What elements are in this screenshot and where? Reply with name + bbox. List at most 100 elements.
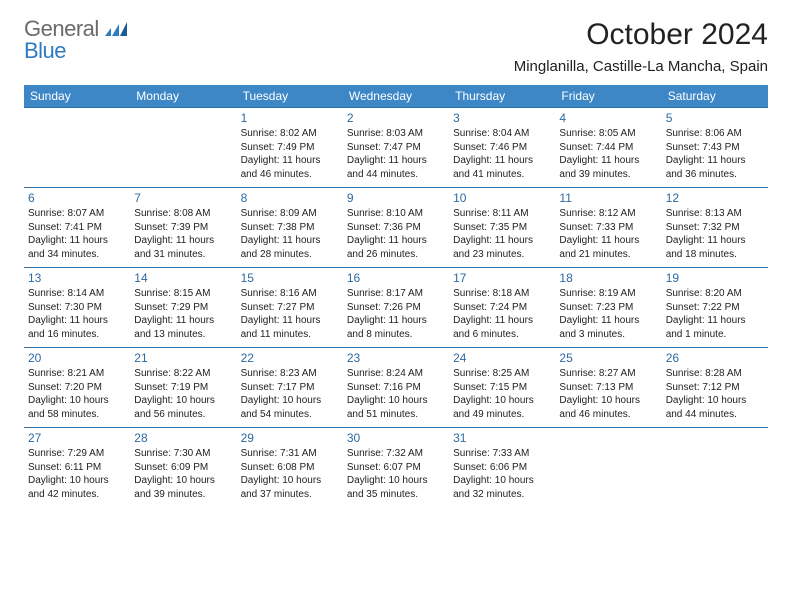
sunrise-text: Sunrise: 8:07 AM: [28, 207, 126, 221]
day-number: 1: [241, 111, 339, 125]
daylight-text: Daylight: 11 hours and 28 minutes.: [241, 234, 339, 261]
sunrise-text: Sunrise: 7:32 AM: [347, 447, 445, 461]
day-info: Sunrise: 8:05 AMSunset: 7:44 PMDaylight:…: [559, 127, 657, 181]
day-cell: [130, 108, 236, 188]
day-info: Sunrise: 8:20 AMSunset: 7:22 PMDaylight:…: [666, 287, 764, 341]
sunrise-text: Sunrise: 8:14 AM: [28, 287, 126, 301]
sunrise-text: Sunrise: 8:16 AM: [241, 287, 339, 301]
day-number: 3: [453, 111, 551, 125]
day-number: 29: [241, 431, 339, 445]
sunset-text: Sunset: 7:33 PM: [559, 221, 657, 235]
daylight-text: Daylight: 10 hours and 32 minutes.: [453, 474, 551, 501]
sunset-text: Sunset: 7:23 PM: [559, 301, 657, 315]
day-info: Sunrise: 8:08 AMSunset: 7:39 PMDaylight:…: [134, 207, 232, 261]
sunset-text: Sunset: 7:19 PM: [134, 381, 232, 395]
dow-fri: Friday: [555, 85, 661, 108]
sunset-text: Sunset: 7:47 PM: [347, 141, 445, 155]
day-info: Sunrise: 8:13 AMSunset: 7:32 PMDaylight:…: [666, 207, 764, 261]
header: General Blue October 2024 Minglanilla, C…: [24, 18, 768, 81]
daylight-text: Daylight: 11 hours and 26 minutes.: [347, 234, 445, 261]
sunrise-text: Sunrise: 8:18 AM: [453, 287, 551, 301]
sunset-text: Sunset: 7:44 PM: [559, 141, 657, 155]
day-info: Sunrise: 8:23 AMSunset: 7:17 PMDaylight:…: [241, 367, 339, 421]
sunrise-text: Sunrise: 8:27 AM: [559, 367, 657, 381]
day-info: Sunrise: 8:11 AMSunset: 7:35 PMDaylight:…: [453, 207, 551, 261]
day-cell: 12Sunrise: 8:13 AMSunset: 7:32 PMDayligh…: [662, 188, 768, 268]
sunset-text: Sunset: 7:32 PM: [666, 221, 764, 235]
day-info: Sunrise: 8:07 AMSunset: 7:41 PMDaylight:…: [28, 207, 126, 261]
day-cell: 13Sunrise: 8:14 AMSunset: 7:30 PMDayligh…: [24, 268, 130, 348]
day-cell: 9Sunrise: 8:10 AMSunset: 7:36 PMDaylight…: [343, 188, 449, 268]
sunset-text: Sunset: 7:41 PM: [28, 221, 126, 235]
day-cell: 3Sunrise: 8:04 AMSunset: 7:46 PMDaylight…: [449, 108, 555, 188]
day-number: 19: [666, 271, 764, 285]
week-row: 13Sunrise: 8:14 AMSunset: 7:30 PMDayligh…: [24, 268, 768, 348]
sunset-text: Sunset: 7:13 PM: [559, 381, 657, 395]
day-number: 25: [559, 351, 657, 365]
day-cell: 29Sunrise: 7:31 AMSunset: 6:08 PMDayligh…: [237, 428, 343, 508]
day-number: 28: [134, 431, 232, 445]
sunrise-text: Sunrise: 7:31 AM: [241, 447, 339, 461]
daylight-text: Daylight: 10 hours and 46 minutes.: [559, 394, 657, 421]
sunrise-text: Sunrise: 8:09 AM: [241, 207, 339, 221]
daylight-text: Daylight: 10 hours and 54 minutes.: [241, 394, 339, 421]
day-info: Sunrise: 8:16 AMSunset: 7:27 PMDaylight:…: [241, 287, 339, 341]
day-number: 15: [241, 271, 339, 285]
sunrise-text: Sunrise: 8:15 AM: [134, 287, 232, 301]
logo: General Blue: [24, 18, 127, 62]
day-cell: 6 Sunrise: 8:07 AMSunset: 7:41 PMDaylight…: [24, 188, 130, 268]
daylight-text: Daylight: 11 hours and 18 minutes.: [666, 234, 764, 261]
day-number: 6: [28, 191, 126, 205]
day-info: Sunrise: 8:21 AMSunset: 7:20 PMDaylight:…: [28, 367, 126, 421]
day-number: 8: [241, 191, 339, 205]
sunrise-text: Sunrise: 8:03 AM: [347, 127, 445, 141]
sunrise-text: Sunrise: 8:20 AM: [666, 287, 764, 301]
sunrise-text: Sunrise: 8:12 AM: [559, 207, 657, 221]
day-info: Sunrise: 8:17 AMSunset: 7:26 PMDaylight:…: [347, 287, 445, 341]
day-cell: 2Sunrise: 8:03 AMSunset: 7:47 PMDaylight…: [343, 108, 449, 188]
day-cell: 31Sunrise: 7:33 AMSunset: 6:06 PMDayligh…: [449, 428, 555, 508]
day-cell: 19 Sunrise: 8:20 AMSunset: 7:22 PMDayligh…: [662, 268, 768, 348]
daylight-text: Daylight: 11 hours and 41 minutes.: [453, 154, 551, 181]
day-number: 21: [134, 351, 232, 365]
day-cell: [662, 428, 768, 508]
dow-thu: Thursday: [449, 85, 555, 108]
day-cell: 25 Sunrise: 8:27 AMSunset: 7:13 PMDayligh…: [555, 348, 661, 428]
sunrise-text: Sunrise: 8:23 AM: [241, 367, 339, 381]
day-cell: 8Sunrise: 8:09 AMSunset: 7:38 PMDaylight…: [237, 188, 343, 268]
sunrise-text: Sunrise: 8:21 AM: [28, 367, 126, 381]
sunset-text: Sunset: 6:11 PM: [28, 461, 126, 475]
day-info: Sunrise: 8:06 AMSunset: 7:43 PMDaylight:…: [666, 127, 764, 181]
sunrise-text: Sunrise: 8:10 AM: [347, 207, 445, 221]
day-cell: 1 Sunrise: 8:02 AMSunset: 7:49 PMDaylight…: [237, 108, 343, 188]
daylight-text: Daylight: 10 hours and 51 minutes.: [347, 394, 445, 421]
day-info: Sunrise: 8:12 AMSunset: 7:33 PMDaylight:…: [559, 207, 657, 261]
sunset-text: Sunset: 7:46 PM: [453, 141, 551, 155]
sunrise-text: Sunrise: 8:24 AM: [347, 367, 445, 381]
dow-sun: Sunday: [24, 85, 130, 108]
day-info: Sunrise: 7:33 AMSunset: 6:06 PMDaylight:…: [453, 447, 551, 501]
sunrise-text: Sunrise: 8:05 AM: [559, 127, 657, 141]
day-info: Sunrise: 8:02 AMSunset: 7:49 PMDaylight:…: [241, 127, 339, 181]
sunset-text: Sunset: 7:36 PM: [347, 221, 445, 235]
daylight-text: Daylight: 10 hours and 56 minutes.: [134, 394, 232, 421]
day-info: Sunrise: 8:10 AMSunset: 7:36 PMDaylight:…: [347, 207, 445, 261]
day-info: Sunrise: 7:29 AMSunset: 6:11 PMDaylight:…: [28, 447, 126, 501]
daylight-text: Daylight: 11 hours and 21 minutes.: [559, 234, 657, 261]
day-info: Sunrise: 8:15 AMSunset: 7:29 PMDaylight:…: [134, 287, 232, 341]
sunrise-text: Sunrise: 8:02 AM: [241, 127, 339, 141]
dow-sat: Saturday: [662, 85, 768, 108]
sunrise-text: Sunrise: 8:17 AM: [347, 287, 445, 301]
day-info: Sunrise: 8:03 AMSunset: 7:47 PMDaylight:…: [347, 127, 445, 181]
dow-mon: Monday: [130, 85, 236, 108]
daylight-text: Daylight: 11 hours and 13 minutes.: [134, 314, 232, 341]
location: Minglanilla, Castille-La Mancha, Spain: [514, 58, 768, 75]
sunset-text: Sunset: 7:39 PM: [134, 221, 232, 235]
sunset-text: Sunset: 7:35 PM: [453, 221, 551, 235]
day-info: Sunrise: 7:30 AMSunset: 6:09 PMDaylight:…: [134, 447, 232, 501]
daylight-text: Daylight: 11 hours and 46 minutes.: [241, 154, 339, 181]
day-number: 23: [347, 351, 445, 365]
day-info: Sunrise: 8:24 AMSunset: 7:16 PMDaylight:…: [347, 367, 445, 421]
daylight-text: Daylight: 11 hours and 16 minutes.: [28, 314, 126, 341]
day-cell: 16Sunrise: 8:17 AMSunset: 7:26 PMDayligh…: [343, 268, 449, 348]
